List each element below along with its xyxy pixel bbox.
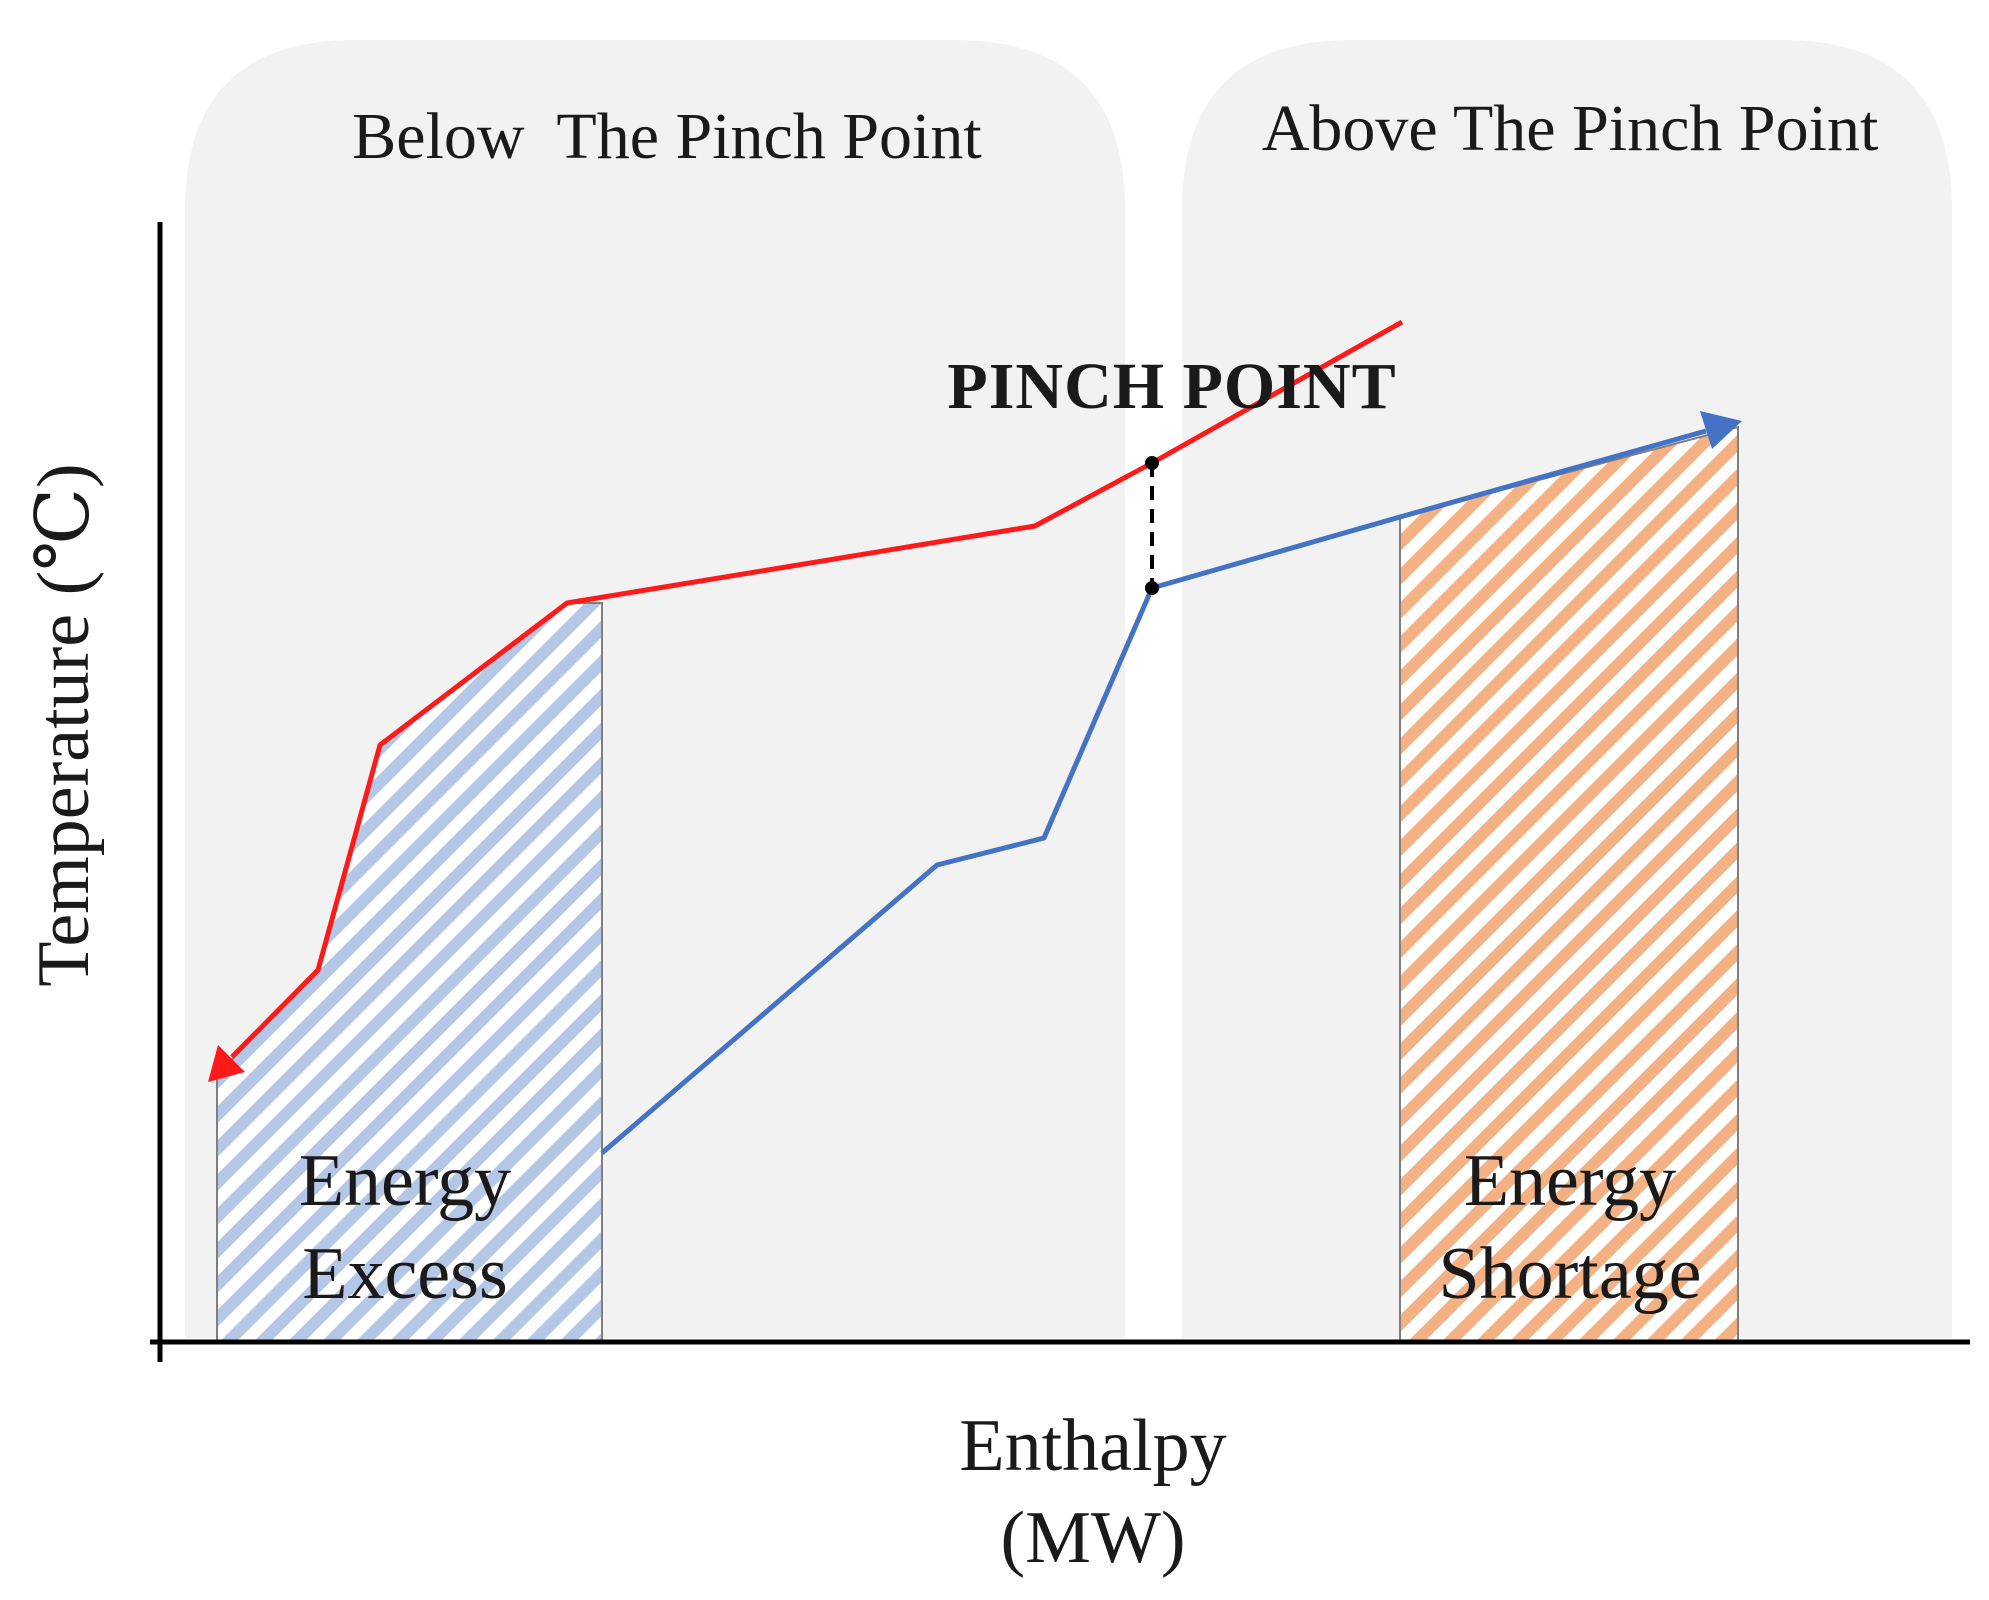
energy-shortage-label-line2: Shortage (1438, 1233, 1701, 1315)
cold-curve-arrowhead (1700, 411, 1742, 449)
energy-excess-label-line1: Energy (299, 1140, 511, 1222)
pinch-hot-dot (1145, 456, 1159, 470)
energy-shortage-label-line1: Energy (1464, 1140, 1676, 1222)
pinch-point-label: PINCH POINT (947, 350, 1396, 423)
above-pinch-title: Above The Pinch Point (1262, 92, 1879, 165)
x-axis-label: Enthalpy (959, 1405, 1226, 1487)
x-axis-unit-label: (MW) (1001, 1497, 1186, 1579)
y-axis-label: Temperature (℃) (23, 463, 105, 986)
energy-excess-label-line2: Excess (302, 1233, 508, 1315)
pinch-cold-dot (1145, 581, 1159, 595)
hot-curve-arrowhead (208, 1045, 245, 1082)
cold-composite-curve (600, 428, 1707, 1155)
below-pinch-title: Below The Pinch Point (352, 100, 981, 173)
